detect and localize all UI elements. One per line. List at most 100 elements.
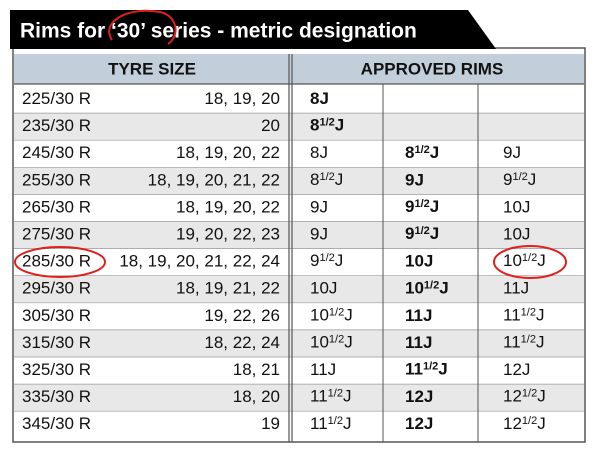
row-shade <box>14 384 584 412</box>
rim-part: 11 <box>503 306 521 325</box>
rim-width: 10J <box>310 279 337 298</box>
rim-diameters: 19 <box>261 414 280 433</box>
rim-part: 8 <box>310 116 319 135</box>
rim-width: 10J <box>405 252 433 271</box>
rim-diameters: 19, 20, 22, 23 <box>176 225 280 244</box>
rim-part: J <box>537 387 546 406</box>
annotation-circle <box>108 9 177 45</box>
rim-width: 9J <box>503 143 521 162</box>
rim-width: 101/2J <box>503 252 546 271</box>
rim-width: 81/2J <box>405 143 439 162</box>
rim-width: 121/2J <box>503 387 546 406</box>
rim-width: 11J <box>503 279 529 298</box>
rim-part: J <box>439 279 448 298</box>
tyre-size: 235/30 R <box>22 116 91 135</box>
tyre-size: 305/30 R <box>22 306 91 325</box>
rim-part: 9 <box>405 225 414 244</box>
rim-part: J <box>430 197 439 216</box>
rim-part: 12 <box>503 387 522 406</box>
rim-width: 91/2J <box>503 170 536 189</box>
rim-width: 8J <box>310 143 328 162</box>
tyre-size: 285/30 R <box>22 252 91 271</box>
rim-fraction: 1/2 <box>424 279 439 291</box>
rim-width: 11J <box>405 306 432 325</box>
rim-part: J <box>343 414 352 433</box>
title-bar <box>10 10 496 49</box>
rim-part: 10 <box>405 279 424 298</box>
title: Rims for ‘30’ series - metric designatio… <box>20 20 417 43</box>
rim-width: 101/2J <box>310 306 353 325</box>
rim-part: J <box>528 170 537 189</box>
rim-diameters: 18, 19, 20, 22 <box>176 197 280 216</box>
rim-part: J <box>335 170 344 189</box>
rim-diameters: 18, 19, 20, 22 <box>176 143 280 162</box>
rim-diameters: 20 <box>261 116 280 135</box>
rim-part: 8 <box>310 170 319 189</box>
rim-width: 111/2J <box>405 360 448 379</box>
rim-part: J <box>438 360 447 379</box>
rim-width: 9J <box>310 197 328 216</box>
rim-part: J <box>335 116 344 135</box>
tyre-size: 295/30 R <box>22 279 91 298</box>
rim-diameters: 18, 19, 21, 22 <box>176 279 280 298</box>
rim-part: 11 <box>503 333 521 352</box>
rim-part: 8 <box>405 143 414 162</box>
rim-width: 12J <box>405 414 433 433</box>
rim-fraction: 1/2 <box>423 360 438 372</box>
tyre-size: 255/30 R <box>22 170 91 189</box>
rim-part: 10 <box>503 252 522 271</box>
rim-part: J <box>335 252 344 271</box>
rim-width: 11J <box>405 333 432 352</box>
rim-diameters: 18, 19, 20, 21, 22, 24 <box>119 252 280 271</box>
rim-part: J <box>537 252 546 271</box>
rim-fraction: 1/2 <box>328 415 343 427</box>
rim-fraction: 1/2 <box>319 117 334 129</box>
rim-diameters: 18, 22, 24 <box>204 333 280 352</box>
tyre-size: 275/30 R <box>22 225 91 244</box>
rim-width: 11J <box>310 360 336 379</box>
tyre-size: 325/30 R <box>22 360 91 379</box>
column-header: APPROVED RIMS <box>361 59 504 78</box>
rim-diameters: 18, 19, 20 <box>204 89 280 108</box>
tyre-size: 335/30 R <box>22 387 91 406</box>
rim-part: 9 <box>310 252 319 271</box>
rim-part: J <box>537 414 546 433</box>
rim-part: J <box>536 306 545 325</box>
rim-width: 81/2J <box>310 116 344 135</box>
row-shade <box>14 113 584 141</box>
rim-fraction: 1/2 <box>414 198 429 210</box>
rim-fraction: 1/2 <box>522 415 537 427</box>
rim-fraction: 1/2 <box>319 252 334 264</box>
rim-diameters: 18, 19, 20, 21, 22 <box>148 170 280 189</box>
rim-fraction: 1/2 <box>328 388 343 400</box>
annotation-circle <box>493 245 567 279</box>
row-shade <box>14 167 584 195</box>
rim-width: 101/2J <box>310 333 353 352</box>
rim-fraction: 1/2 <box>522 252 537 264</box>
rim-width: 10J <box>503 225 530 244</box>
rim-fraction: 1/2 <box>414 225 429 237</box>
rim-width: 101/2J <box>405 279 449 298</box>
annotation-circle <box>14 246 106 278</box>
rim-fraction: 1/2 <box>414 144 429 156</box>
rim-width: 91/2J <box>310 252 343 271</box>
rim-fraction: 1/2 <box>329 306 344 318</box>
rim-width: 9J <box>310 225 328 244</box>
rim-part: 9 <box>405 197 414 216</box>
rim-part: J <box>536 333 545 352</box>
rim-width: 111/2J <box>503 333 544 352</box>
tyre-size: 265/30 R <box>22 197 91 216</box>
row-shade <box>14 221 584 249</box>
rim-diameters: 18, 20 <box>233 387 280 406</box>
rim-part: 11 <box>310 414 328 433</box>
rim-part: J <box>344 306 353 325</box>
red-annotations <box>14 9 567 279</box>
rim-fraction: 1/2 <box>522 388 537 400</box>
rim-fraction: 1/2 <box>521 306 536 318</box>
rim-width: 12J <box>405 387 433 406</box>
rim-width: 91/2J <box>405 225 439 244</box>
rim-part: J <box>344 333 353 352</box>
